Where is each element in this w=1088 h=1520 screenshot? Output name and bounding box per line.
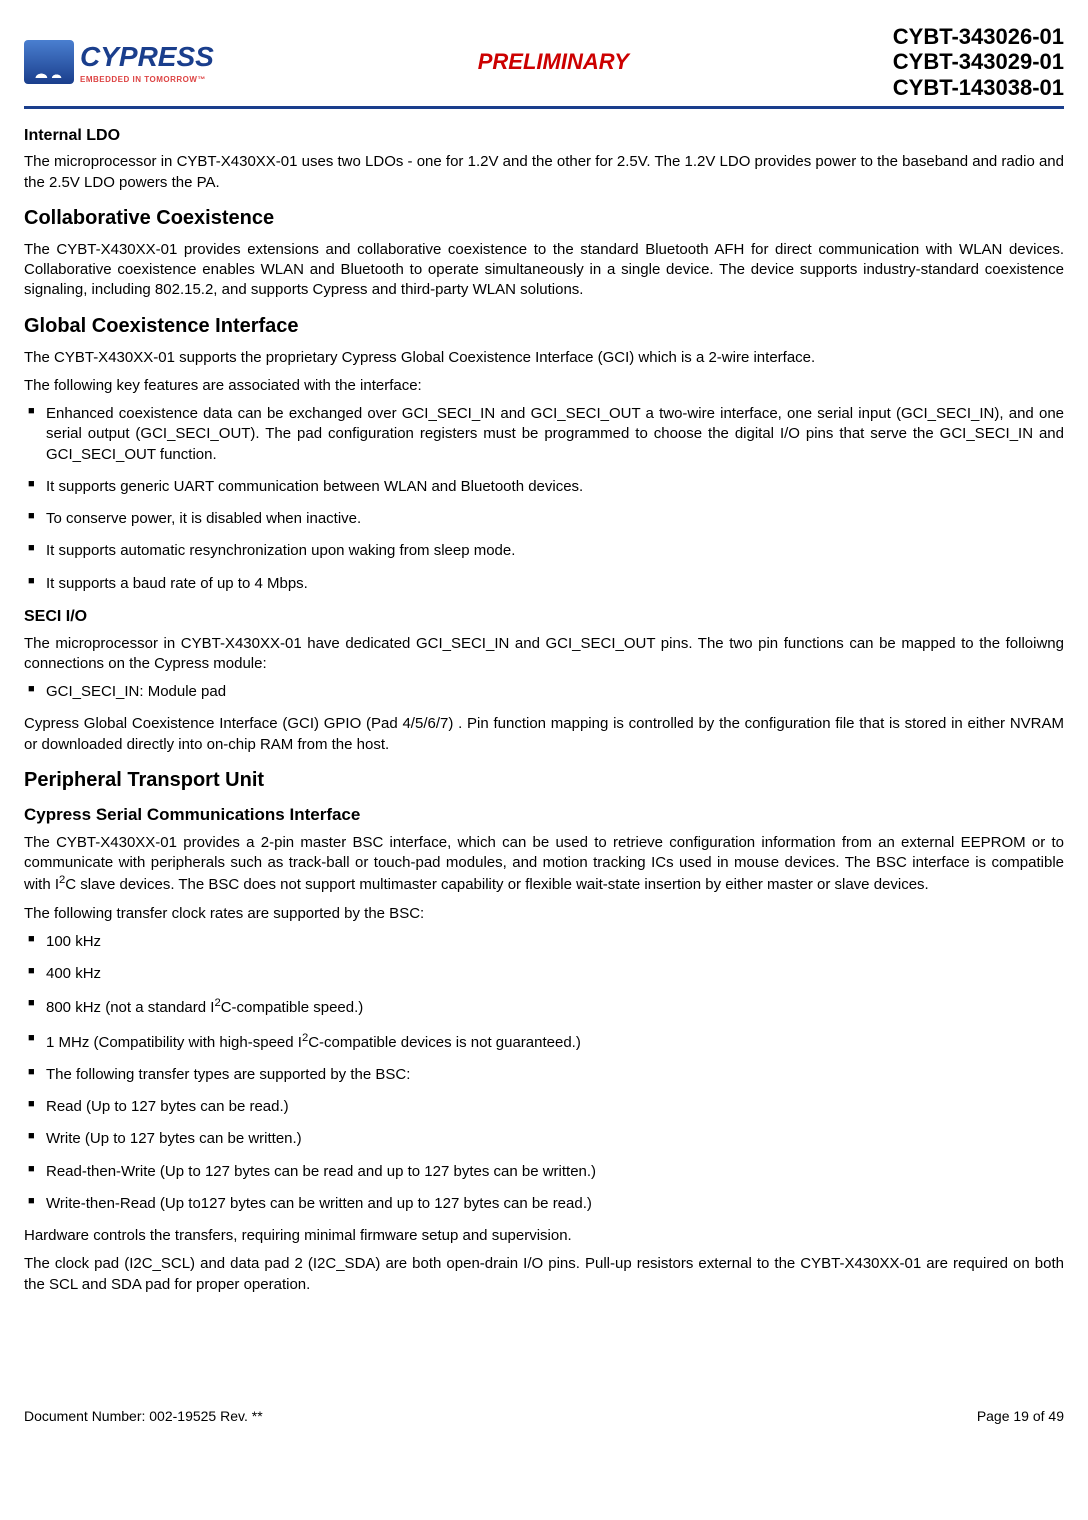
paragraph: Cypress Global Coexistence Interface (GC… bbox=[24, 714, 1064, 755]
paragraph: The CYBT-X430XX-01 provides a 2-pin mast… bbox=[24, 833, 1064, 896]
heading-collaborative-coexistence: Collaborative Coexistence bbox=[24, 205, 1064, 232]
logo-name: CYPRESS bbox=[80, 38, 214, 76]
paragraph: The microprocessor in CYBT-X430XX-01 use… bbox=[24, 152, 1064, 193]
preliminary-label: PRELIMINARY bbox=[214, 47, 893, 77]
page-number: Page 19 of 49 bbox=[977, 1407, 1064, 1426]
text: C slave devices. The BSC does not suppor… bbox=[65, 876, 928, 893]
paragraph: The CYBT-X430XX-01 supports the propriet… bbox=[24, 348, 1064, 368]
list-item: 100 kHz bbox=[28, 932, 1064, 952]
list-item: GCI_SECI_IN: Module pad bbox=[28, 682, 1064, 702]
list-item: Read-then-Write (Up to 127 bytes can be … bbox=[28, 1162, 1064, 1182]
list-item: Read (Up to 127 bytes can be read.) bbox=[28, 1097, 1064, 1117]
heading-peripheral-transport-unit: Peripheral Transport Unit bbox=[24, 767, 1064, 794]
logo-tagline: EMBEDDED IN TOMORROW™ bbox=[80, 75, 214, 86]
document-number: Document Number: 002-19525 Rev. ** bbox=[24, 1407, 263, 1426]
page-footer: Document Number: 002-19525 Rev. ** Page … bbox=[0, 1407, 1088, 1450]
list-item: To conserve power, it is disabled when i… bbox=[28, 509, 1064, 529]
list-item: Write-then-Read (Up to127 bytes can be w… bbox=[28, 1194, 1064, 1214]
text: C-compatible speed.) bbox=[221, 999, 364, 1016]
list-item: 400 kHz bbox=[28, 964, 1064, 984]
list-item: 1 MHz (Compatibility with high-speed I2C… bbox=[28, 1031, 1064, 1053]
heading-seci-io: SECI I/O bbox=[24, 606, 1064, 628]
paragraph: Hardware controls the transfers, requiri… bbox=[24, 1226, 1064, 1246]
list-item: Enhanced coexistence data can be exchang… bbox=[28, 404, 1064, 465]
list-item: The following transfer types are support… bbox=[28, 1065, 1064, 1085]
text: C-compatible devices is not guaranteed.) bbox=[308, 1034, 581, 1051]
list-item: It supports a baud rate of up to 4 Mbps. bbox=[28, 574, 1064, 594]
heading-internal-ldo: Internal LDO bbox=[24, 125, 1064, 147]
paragraph: The following transfer clock rates are s… bbox=[24, 904, 1064, 924]
list-item: Write (Up to 127 bytes can be written.) bbox=[28, 1129, 1064, 1149]
list-item: 800 kHz (not a standard I2C-compatible s… bbox=[28, 996, 1064, 1018]
paragraph: The following key features are associate… bbox=[24, 376, 1064, 396]
paragraph: The microprocessor in CYBT-X430XX-01 hav… bbox=[24, 634, 1064, 675]
part-numbers: CYBT-343026-01 CYBT-343029-01 CYBT-14303… bbox=[893, 24, 1064, 100]
part-number-3: CYBT-143038-01 bbox=[893, 75, 1064, 100]
paragraph: The CYBT-X430XX-01 provides extensions a… bbox=[24, 240, 1064, 301]
part-number-2: CYBT-343029-01 bbox=[893, 49, 1064, 74]
text: 800 kHz (not a standard I bbox=[46, 999, 214, 1016]
page-header: CYPRESS EMBEDDED IN TOMORROW™ PRELIMINAR… bbox=[24, 24, 1064, 109]
part-number-1: CYBT-343026-01 bbox=[893, 24, 1064, 49]
logo: CYPRESS EMBEDDED IN TOMORROW™ bbox=[24, 38, 214, 87]
list-item: It supports automatic resynchronization … bbox=[28, 541, 1064, 561]
cypress-logo-icon bbox=[24, 40, 74, 84]
text: 1 MHz (Compatibility with high-speed I bbox=[46, 1034, 302, 1051]
list-item: It supports generic UART communication b… bbox=[28, 477, 1064, 497]
heading-cypress-serial-comm: Cypress Serial Communications Interface bbox=[24, 804, 1064, 827]
heading-global-coexistence-interface: Global Coexistence Interface bbox=[24, 313, 1064, 340]
paragraph: The clock pad (I2C_SCL) and data pad 2 (… bbox=[24, 1254, 1064, 1295]
